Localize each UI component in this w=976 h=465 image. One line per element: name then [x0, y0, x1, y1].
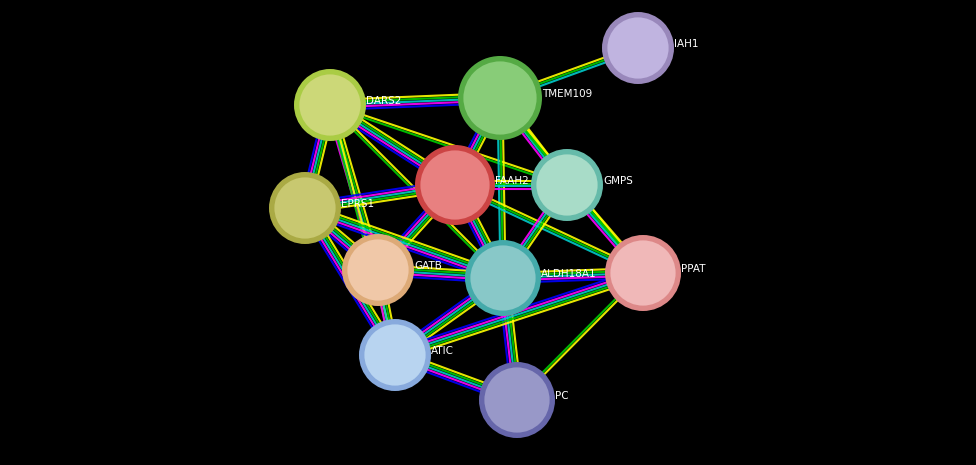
Circle shape [273, 176, 337, 240]
Circle shape [531, 149, 603, 221]
Text: TMEM109: TMEM109 [542, 89, 592, 99]
Circle shape [605, 235, 681, 311]
Text: GMPS: GMPS [603, 176, 632, 186]
Circle shape [479, 362, 555, 438]
Circle shape [469, 244, 537, 312]
Circle shape [458, 56, 542, 140]
Circle shape [298, 73, 362, 137]
Circle shape [606, 16, 670, 80]
Circle shape [363, 323, 427, 387]
Circle shape [415, 145, 495, 225]
Text: IAH1: IAH1 [674, 39, 699, 49]
Text: FAAH2: FAAH2 [495, 176, 529, 186]
Text: GATB: GATB [414, 261, 442, 271]
Text: PPAT: PPAT [681, 264, 706, 274]
Circle shape [465, 240, 541, 316]
Circle shape [419, 149, 491, 221]
Circle shape [269, 172, 341, 244]
Text: EPRS1: EPRS1 [341, 199, 374, 209]
Circle shape [342, 234, 414, 306]
Circle shape [359, 319, 431, 391]
Circle shape [609, 239, 677, 307]
Text: ALDH18A1: ALDH18A1 [541, 269, 596, 279]
Circle shape [346, 238, 410, 302]
Text: ATIC: ATIC [431, 346, 454, 356]
Circle shape [602, 12, 674, 84]
Circle shape [483, 366, 551, 434]
Circle shape [462, 60, 538, 136]
Text: PC: PC [555, 391, 569, 401]
Circle shape [535, 153, 599, 217]
Text: DARS2: DARS2 [366, 96, 401, 106]
Circle shape [294, 69, 366, 141]
